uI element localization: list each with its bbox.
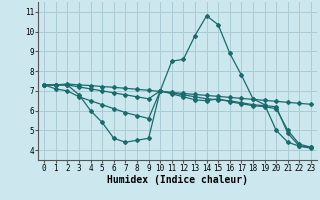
X-axis label: Humidex (Indice chaleur): Humidex (Indice chaleur): [107, 175, 248, 185]
